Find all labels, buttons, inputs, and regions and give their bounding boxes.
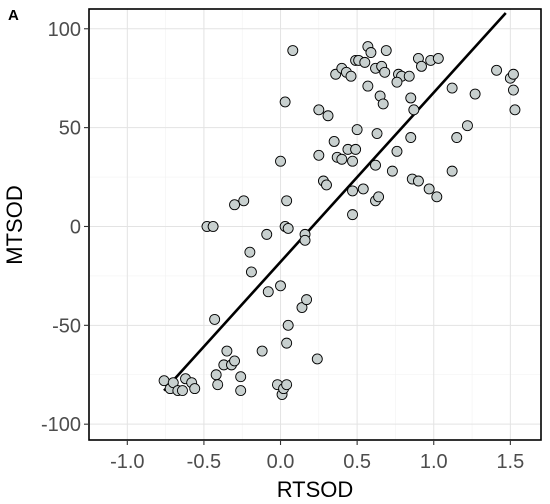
- data-point: [359, 56, 371, 68]
- y-tick-label: 50: [59, 118, 81, 140]
- data-point: [451, 132, 463, 143]
- data-point: [391, 76, 403, 88]
- data-point: [391, 145, 403, 157]
- data-point: [446, 165, 458, 177]
- data-point: [380, 45, 392, 56]
- data-point: [275, 155, 286, 167]
- data-point: [287, 45, 299, 56]
- x-axis-title: RTSOD: [277, 477, 354, 502]
- data-point: [377, 98, 389, 110]
- fit-line-group: [163, 12, 507, 392]
- data-point: [347, 209, 358, 221]
- data-point: [299, 234, 311, 246]
- data-point: [209, 313, 221, 325]
- data-points: [158, 41, 521, 400]
- data-point: [282, 319, 294, 331]
- data-point: [347, 155, 358, 167]
- x-tick-label: 1.0: [420, 451, 448, 473]
- data-point: [469, 88, 481, 100]
- data-point: [403, 70, 415, 82]
- data-point: [261, 228, 273, 240]
- data-point: [177, 385, 188, 397]
- data-point: [373, 191, 385, 203]
- data-point: [365, 47, 377, 58]
- data-point: [279, 96, 291, 108]
- data-point: [281, 195, 293, 207]
- data-point: [507, 68, 519, 80]
- data-point: [462, 120, 473, 132]
- data-point: [210, 369, 222, 381]
- data-point: [322, 110, 334, 122]
- grid-lines: [89, 9, 541, 440]
- data-point: [432, 52, 444, 64]
- data-point: [229, 199, 241, 211]
- data-point: [405, 92, 417, 104]
- x-tick-label: 0.5: [343, 451, 371, 473]
- data-point: [507, 84, 519, 96]
- data-point: [189, 383, 201, 395]
- data-point: [235, 385, 247, 397]
- data-point: [351, 124, 363, 136]
- data-point: [416, 60, 427, 72]
- data-point: [408, 104, 420, 116]
- y-tick-label: 100: [48, 19, 81, 41]
- data-point: [362, 80, 374, 92]
- data-point: [431, 191, 443, 203]
- y-tick-label: -100: [41, 414, 81, 436]
- y-axis-ticks: -100 -50 0 50 100: [41, 19, 89, 436]
- data-point: [313, 149, 325, 161]
- plot-border: [88, 8, 542, 441]
- data-point: [207, 221, 219, 232]
- data-point: [313, 104, 325, 116]
- data-point: [321, 179, 332, 191]
- data-point: [446, 82, 458, 94]
- data-point: [412, 175, 424, 187]
- panel-label: A: [8, 7, 19, 24]
- y-axis-title: MTSOD: [2, 185, 27, 264]
- data-point: [301, 294, 313, 306]
- data-point: [221, 345, 233, 357]
- data-point: [336, 153, 348, 165]
- data-point: [386, 165, 398, 177]
- data-point: [491, 64, 503, 76]
- data-point: [245, 266, 257, 278]
- data-point: [281, 337, 293, 349]
- data-point: [423, 183, 435, 195]
- x-tick-label: 1.5: [496, 451, 524, 473]
- data-point: [212, 379, 224, 391]
- data-point: [370, 159, 381, 171]
- x-tick-label: -1.0: [110, 451, 144, 473]
- y-tick-label: 0: [70, 216, 81, 238]
- data-point: [282, 223, 294, 234]
- data-point: [235, 371, 247, 383]
- data-point: [244, 246, 256, 258]
- data-point: [405, 132, 417, 143]
- data-point: [311, 353, 323, 365]
- data-point: [328, 136, 340, 147]
- data-point: [379, 66, 391, 78]
- data-point: [345, 70, 357, 82]
- regression-line: [163, 12, 507, 392]
- data-point: [357, 183, 369, 195]
- y-tick-label: -50: [52, 315, 81, 337]
- data-point: [275, 280, 286, 292]
- data-point: [350, 143, 362, 155]
- x-tick-label: 0.0: [267, 451, 295, 473]
- data-point: [371, 128, 383, 140]
- x-axis-ticks: -1.0 -0.5 0.0 0.5 1.0 1.5: [110, 440, 524, 473]
- x-tick-label: -0.5: [187, 451, 221, 473]
- data-point: [262, 286, 274, 298]
- data-point: [281, 379, 293, 391]
- data-point: [509, 104, 521, 116]
- data-point: [229, 355, 241, 367]
- data-point: [256, 345, 268, 357]
- data-point: [347, 185, 358, 197]
- data-point: [238, 195, 250, 207]
